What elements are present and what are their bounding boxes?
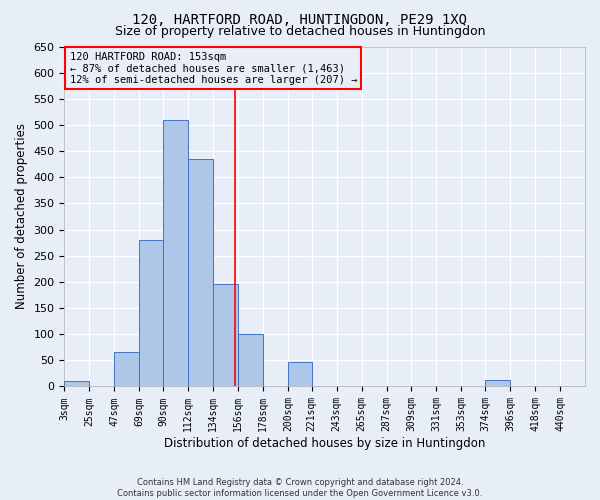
- Bar: [163, 120, 188, 386]
- Y-axis label: Number of detached properties: Number of detached properties: [15, 124, 28, 310]
- Bar: [139, 240, 163, 386]
- Bar: [115, 352, 139, 386]
- Text: 120, HARTFORD ROAD, HUNTINGDON, PE29 1XQ: 120, HARTFORD ROAD, HUNTINGDON, PE29 1XQ: [133, 12, 467, 26]
- Text: Size of property relative to detached houses in Huntingdon: Size of property relative to detached ho…: [115, 25, 485, 38]
- Bar: [485, 380, 510, 386]
- Bar: [213, 284, 238, 386]
- Bar: [188, 159, 213, 386]
- Bar: [238, 334, 263, 386]
- Text: 120 HARTFORD ROAD: 153sqm
← 87% of detached houses are smaller (1,463)
12% of se: 120 HARTFORD ROAD: 153sqm ← 87% of detac…: [70, 52, 357, 85]
- X-axis label: Distribution of detached houses by size in Huntingdon: Distribution of detached houses by size …: [164, 437, 485, 450]
- Bar: [288, 362, 311, 386]
- Text: Contains HM Land Registry data © Crown copyright and database right 2024.
Contai: Contains HM Land Registry data © Crown c…: [118, 478, 482, 498]
- Bar: [64, 381, 89, 386]
